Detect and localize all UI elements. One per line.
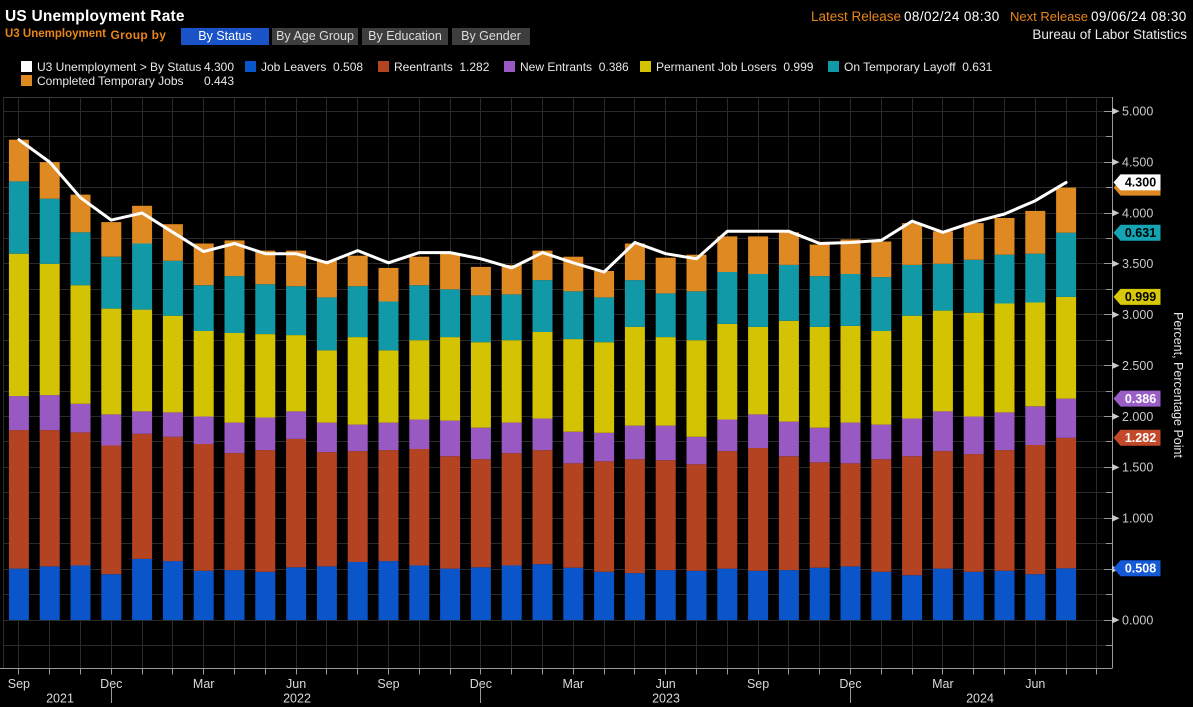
svg-text:2.000: 2.000 xyxy=(1122,410,1153,424)
svg-text:4.000: 4.000 xyxy=(1122,206,1153,220)
svg-text:2.500: 2.500 xyxy=(1122,359,1153,373)
svg-text:Dec: Dec xyxy=(839,677,861,691)
svg-text:Mar: Mar xyxy=(193,677,215,691)
svg-text:3.000: 3.000 xyxy=(1122,308,1153,322)
svg-text:2021: 2021 xyxy=(46,692,74,706)
svg-text:0.631: 0.631 xyxy=(1125,226,1156,240)
svg-text:4.300: 4.300 xyxy=(1125,176,1156,190)
svg-text:Sep: Sep xyxy=(747,677,769,691)
svg-text:1.500: 1.500 xyxy=(1122,461,1153,475)
svg-text:0.508: 0.508 xyxy=(1125,562,1156,576)
svg-text:Mar: Mar xyxy=(563,677,585,691)
svg-text:2024: 2024 xyxy=(966,692,994,706)
svg-text:0.000: 0.000 xyxy=(1122,613,1153,627)
svg-text:Sep: Sep xyxy=(8,677,30,691)
svg-text:1.282: 1.282 xyxy=(1125,431,1156,445)
svg-text:4.500: 4.500 xyxy=(1122,155,1153,169)
svg-text:1.000: 1.000 xyxy=(1122,512,1153,526)
svg-text:Dec: Dec xyxy=(470,677,492,691)
svg-text:2023: 2023 xyxy=(652,692,680,706)
svg-text:0.999: 0.999 xyxy=(1125,290,1156,304)
svg-text:Mar: Mar xyxy=(932,677,954,691)
svg-text:0.386: 0.386 xyxy=(1125,392,1156,406)
svg-text:2022: 2022 xyxy=(283,692,311,706)
svg-text:Jun: Jun xyxy=(656,677,676,691)
svg-text:5.000: 5.000 xyxy=(1122,105,1153,119)
svg-text:Jun: Jun xyxy=(1025,677,1045,691)
svg-text:3.500: 3.500 xyxy=(1122,257,1153,271)
svg-text:Jun: Jun xyxy=(286,677,306,691)
svg-text:Sep: Sep xyxy=(377,677,399,691)
svg-text:Percent, Percentage Point: Percent, Percentage Point xyxy=(1171,312,1185,458)
svg-text:Dec: Dec xyxy=(100,677,122,691)
